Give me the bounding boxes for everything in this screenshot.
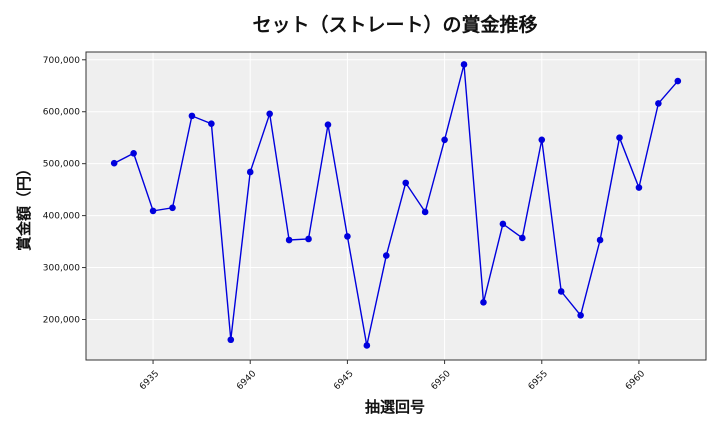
- x-tick-label: 6945: [332, 369, 355, 392]
- y-axis-label: 賞金額（円）: [15, 161, 33, 251]
- data-point: [421, 208, 429, 216]
- data-point: [480, 299, 487, 306]
- data-point: [519, 234, 526, 242]
- data-point: [596, 236, 604, 244]
- chart-title: セット（ストレート）の賞金推移: [252, 13, 537, 36]
- plot-area: [86, 52, 706, 360]
- series-line: [113, 64, 679, 346]
- y-tick-label: 200,000: [43, 315, 80, 325]
- y-tick-label: 500,000: [43, 160, 80, 170]
- data-point: [499, 220, 507, 228]
- x-tick-label: 6960: [624, 369, 647, 392]
- data-point: [402, 179, 410, 187]
- data-point: [382, 252, 390, 259]
- x-tick-label: 6935: [138, 369, 161, 392]
- data-point: [130, 149, 137, 157]
- data-point: [324, 121, 332, 129]
- y-tick-label: 600,000: [43, 108, 80, 118]
- data-point: [538, 136, 546, 144]
- data-point: [441, 136, 448, 144]
- y-tick-label: 400,000: [43, 212, 80, 222]
- plot-frame: [85, 51, 707, 361]
- data-point: [635, 184, 643, 191]
- data-point: [305, 235, 312, 243]
- data-point: [227, 336, 235, 344]
- data-point: [460, 61, 468, 68]
- data-point: [266, 110, 273, 118]
- data-point: [655, 100, 662, 107]
- data-point: [616, 134, 623, 141]
- y-tick-label: 300,000: [43, 264, 80, 274]
- data-point: [557, 288, 565, 295]
- x-tick-label: 6940: [235, 369, 258, 392]
- x-tick-label: 6950: [430, 369, 453, 392]
- data-point: [110, 159, 118, 167]
- data-point: [188, 112, 196, 120]
- series-1: [110, 61, 682, 349]
- y-axis: 200,000 300,000 400,000 500,000 600,000 700,0…: [43, 56, 86, 325]
- x-axis: 6935 6940 6945 6950 6955 6960: [138, 360, 647, 392]
- data-point: [674, 77, 682, 85]
- x-tick-label: 6955: [527, 369, 550, 392]
- data-point: [246, 168, 254, 176]
- data-point: [577, 312, 584, 319]
- y-tick-label: 700,000: [43, 56, 80, 66]
- data-point: [149, 207, 157, 215]
- data-point: [285, 236, 293, 244]
- data-point: [363, 342, 371, 349]
- data-point: [344, 233, 351, 240]
- grid: [86, 52, 706, 360]
- x-axis-label: 抽選回号: [365, 398, 425, 416]
- data-point: [169, 204, 176, 212]
- data-point: [208, 120, 215, 127]
